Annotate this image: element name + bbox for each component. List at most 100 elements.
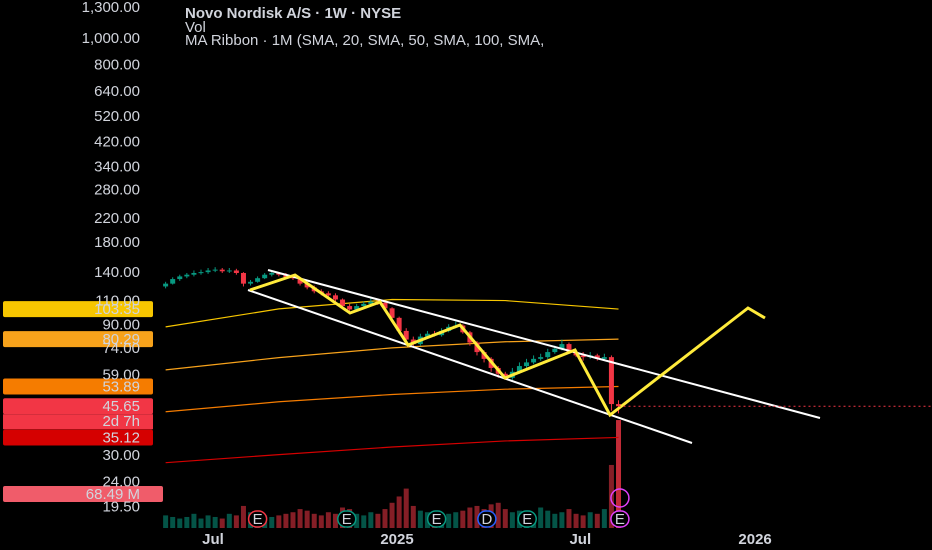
y-tick-label: 340.00 — [94, 158, 140, 175]
candle-body — [325, 293, 331, 296]
candle-layer — [163, 267, 622, 414]
candle-body — [191, 272, 197, 275]
y-tick-label: 1,000.00 — [82, 30, 140, 47]
badge-label: 80.29 — [102, 331, 140, 348]
candle-body — [212, 269, 218, 271]
volume-bar — [205, 515, 211, 528]
y-tick-label: 420.00 — [94, 133, 140, 150]
volume-bar — [184, 516, 190, 528]
candle-body — [332, 295, 338, 300]
volume-bar — [219, 518, 225, 528]
candle-body — [538, 357, 544, 359]
candle-body — [361, 303, 367, 307]
volume-bar — [198, 518, 204, 528]
price-badge — [3, 429, 153, 446]
channel-line — [247, 289, 693, 444]
volume-bar — [368, 512, 374, 528]
volume-bar — [453, 512, 459, 528]
volume-bar — [283, 513, 289, 528]
candle-body — [552, 348, 558, 353]
chart-title: Novo Nordisk A/S · 1W · NYSE — [185, 5, 401, 22]
volume-bar — [474, 505, 480, 528]
volume-bar — [318, 515, 324, 528]
countdown-label: 2d 7h — [102, 413, 140, 430]
channel-line — [267, 269, 821, 419]
event-label: E — [253, 511, 263, 528]
candle-body — [340, 299, 346, 307]
x-tick-label: Jul — [569, 531, 591, 548]
candle-body — [608, 357, 614, 405]
x-tick-label: Jul — [202, 531, 224, 548]
candle-body — [616, 404, 622, 407]
candle-body — [601, 357, 607, 359]
candle-body — [283, 274, 289, 278]
candle-body — [403, 330, 409, 340]
candle-body — [531, 358, 537, 363]
y-tick-label: 520.00 — [94, 108, 140, 125]
x-tick-label: 2026 — [738, 531, 771, 548]
volume-bar — [460, 510, 466, 528]
volume-bar — [545, 510, 551, 528]
badge-label: 103.35 — [94, 301, 140, 318]
volume-bar — [396, 496, 402, 528]
volume-bar — [616, 420, 622, 528]
volume-bar — [495, 502, 501, 528]
x-tick-label: 2025 — [380, 531, 413, 548]
event-label: E — [522, 511, 532, 528]
candle-body — [516, 366, 522, 372]
volume-bar — [417, 510, 423, 528]
event-label: E — [615, 511, 625, 528]
drawings — [247, 269, 821, 444]
volume-bar — [276, 515, 282, 528]
candle-body — [163, 283, 169, 287]
y-tick-label: 140.00 — [94, 264, 140, 281]
candle-body — [262, 274, 268, 279]
volume-bar — [212, 516, 218, 528]
ma-line — [165, 385, 619, 413]
y-tick-label: 74.00 — [102, 340, 140, 357]
volume-bar — [552, 513, 558, 528]
volume-bar — [594, 513, 600, 528]
badge-label: 45.65 — [102, 398, 140, 415]
volume-bar — [269, 516, 275, 528]
event-marker — [426, 510, 447, 528]
volume-badge — [3, 486, 163, 502]
volume-bar — [311, 513, 317, 528]
price-badge — [3, 301, 153, 318]
event-marker — [610, 510, 630, 528]
candle-body — [184, 274, 190, 277]
volume-bar — [502, 509, 508, 528]
volume-bar — [240, 505, 246, 528]
indicator-label: MA Ribbon · 1M (SMA, 20, SMA, 50, SMA, 1… — [185, 32, 544, 49]
volume-bar — [587, 512, 593, 528]
y-tick-label: 59.00 — [102, 367, 140, 384]
candle-body — [177, 276, 183, 280]
candle-body — [240, 272, 246, 284]
candle-body — [205, 270, 211, 273]
volume-bar — [573, 513, 579, 528]
countdown-badge — [3, 414, 153, 430]
volume-bar — [304, 510, 310, 528]
y-tick-label: 640.00 — [94, 83, 140, 100]
y-tick-label: 90.00 — [102, 316, 140, 333]
event-label: D — [481, 511, 492, 528]
event-marker — [337, 510, 357, 528]
y-tick-label: 280.00 — [94, 182, 140, 199]
candle-body — [396, 317, 402, 331]
y-tick-label: 800.00 — [94, 57, 140, 74]
event-label: E — [342, 511, 352, 528]
ma-layer — [165, 298, 619, 464]
volume-bar — [233, 515, 239, 528]
y-tick-label: 19.50 — [102, 498, 140, 515]
badge-label: 35.12 — [102, 429, 140, 446]
volume-bar — [538, 507, 544, 528]
candle-body — [226, 270, 232, 272]
volume-bar — [382, 509, 388, 528]
candle-body — [368, 301, 374, 304]
volume-bar — [297, 509, 303, 528]
candle-body — [559, 344, 565, 349]
volume-bar — [566, 509, 572, 528]
volume-bar — [467, 507, 473, 528]
